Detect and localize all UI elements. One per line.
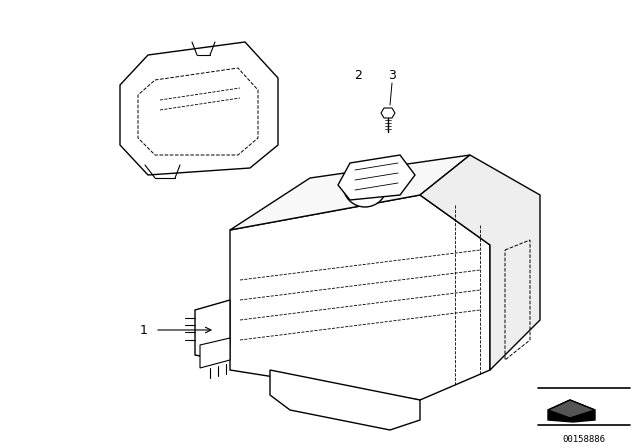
Polygon shape bbox=[381, 108, 395, 118]
Text: 1: 1 bbox=[140, 323, 148, 336]
Polygon shape bbox=[270, 370, 420, 430]
Polygon shape bbox=[338, 155, 415, 200]
Text: 2: 2 bbox=[354, 69, 362, 82]
Polygon shape bbox=[420, 155, 540, 370]
Polygon shape bbox=[230, 155, 470, 230]
Polygon shape bbox=[120, 42, 278, 175]
Text: 00158886: 00158886 bbox=[563, 435, 605, 444]
Polygon shape bbox=[230, 195, 490, 400]
Text: 3: 3 bbox=[388, 69, 396, 82]
Polygon shape bbox=[548, 400, 595, 422]
Circle shape bbox=[343, 163, 387, 207]
Polygon shape bbox=[548, 400, 595, 418]
Polygon shape bbox=[195, 300, 230, 358]
Polygon shape bbox=[200, 338, 230, 368]
